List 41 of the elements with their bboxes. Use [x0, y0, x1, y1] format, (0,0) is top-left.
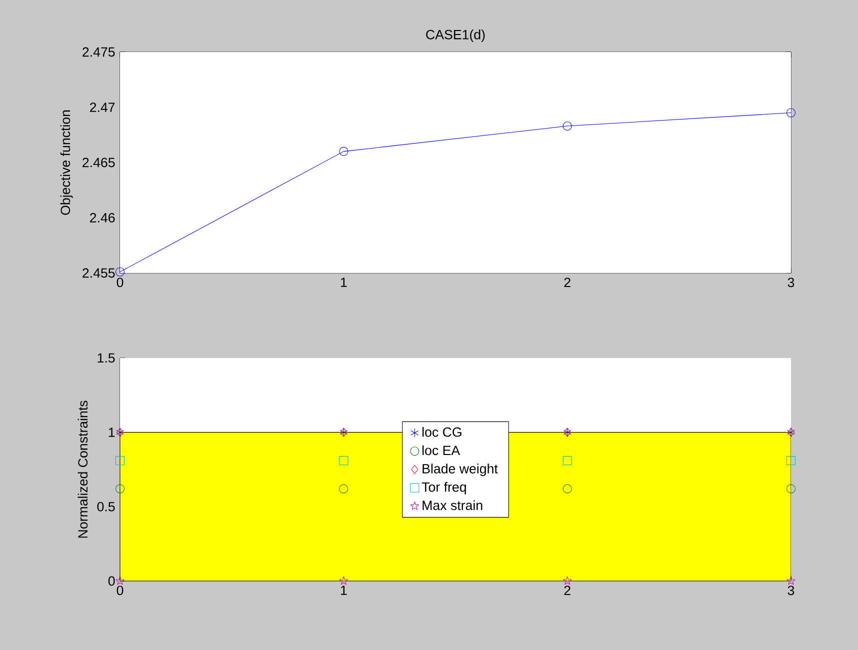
- point: [563, 576, 572, 585]
- point: [562, 121, 572, 131]
- y-tick-label: 2.47: [90, 102, 115, 112]
- point: [115, 456, 125, 466]
- x-tick-label: 0: [116, 586, 124, 596]
- y-tick-label: 2.465: [82, 158, 115, 168]
- y-tick-label: 1: [108, 428, 115, 437]
- legend-label: Max strain: [422, 500, 482, 510]
- point: [562, 484, 572, 494]
- point: [786, 108, 796, 118]
- x-tick-label: 3: [788, 278, 794, 288]
- x-tick-label: 1: [340, 278, 347, 287]
- y-tick-label: 1.5: [98, 353, 115, 363]
- x-tick-label: 1: [340, 586, 347, 595]
- point: [339, 146, 348, 156]
- legend-label: loc EA: [422, 445, 460, 456]
- x-tick-label: 3: [788, 586, 794, 596]
- y-axis-title: Normalized Constraints: [78, 400, 88, 538]
- y-tick-label: 2.475: [82, 47, 115, 57]
- y-tick-label: 0: [108, 576, 115, 586]
- y-tick-label: 2.46: [90, 213, 115, 222]
- point: [116, 576, 124, 585]
- point: [339, 576, 348, 585]
- point: [562, 456, 572, 466]
- point: [339, 456, 348, 466]
- x-tick-label: 0: [116, 278, 124, 288]
- point: [115, 267, 125, 276]
- point: [786, 576, 796, 585]
- x-tick-label: 2: [564, 586, 570, 596]
- y-tick-label: 0.5: [97, 502, 115, 512]
- point: [786, 456, 796, 466]
- legend-label: Blade weight: [422, 464, 498, 476]
- point: [786, 484, 796, 494]
- x-tick-label: 2: [564, 278, 570, 288]
- point: [339, 484, 348, 494]
- y-axis-title: Objective function: [60, 110, 73, 215]
- legend-label: Tor freq: [422, 482, 466, 494]
- point: [115, 484, 125, 494]
- legend-label: loc CG: [422, 427, 462, 437]
- chart-title: CASE1(d): [426, 30, 485, 42]
- y-tick-label: 2.455: [82, 268, 115, 278]
